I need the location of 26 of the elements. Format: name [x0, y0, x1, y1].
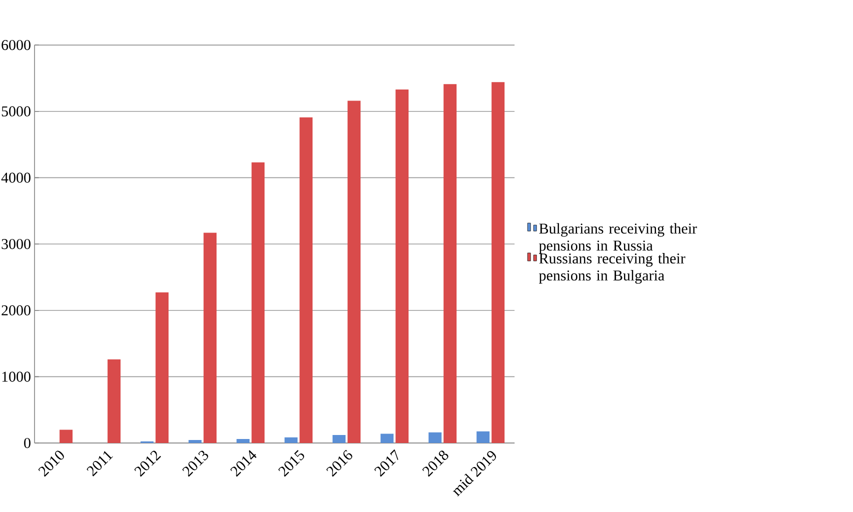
bar [236, 439, 250, 444]
y-tick-label: 2000 [2, 305, 30, 316]
bar [444, 84, 457, 444]
bar [252, 162, 265, 444]
y-tick-label: 0 [24, 438, 30, 448]
bar [396, 89, 409, 444]
y-tick-label: 1000 [2, 372, 30, 382]
y-tick-label: 4000 [1, 172, 30, 183]
legend-label: Bulgarians receiving their pensions in Russia [539, 223, 697, 254]
bar [188, 440, 202, 444]
y-tick-label: 6000 [2, 40, 30, 50]
bar [284, 437, 298, 444]
bar [108, 359, 121, 444]
bar [476, 431, 490, 444]
bar [380, 434, 394, 444]
bar [156, 292, 169, 444]
bar [204, 232, 217, 444]
bar [332, 435, 346, 444]
bar [60, 430, 73, 444]
y-tick-label: 3000 [2, 238, 30, 250]
legend-label: Russians receiving their pensions in Bulgaria [539, 253, 686, 284]
y-tick-label: 5000 [2, 106, 30, 116]
bar [300, 117, 313, 444]
bar [428, 432, 442, 444]
bar [348, 100, 361, 444]
bar [492, 82, 505, 444]
